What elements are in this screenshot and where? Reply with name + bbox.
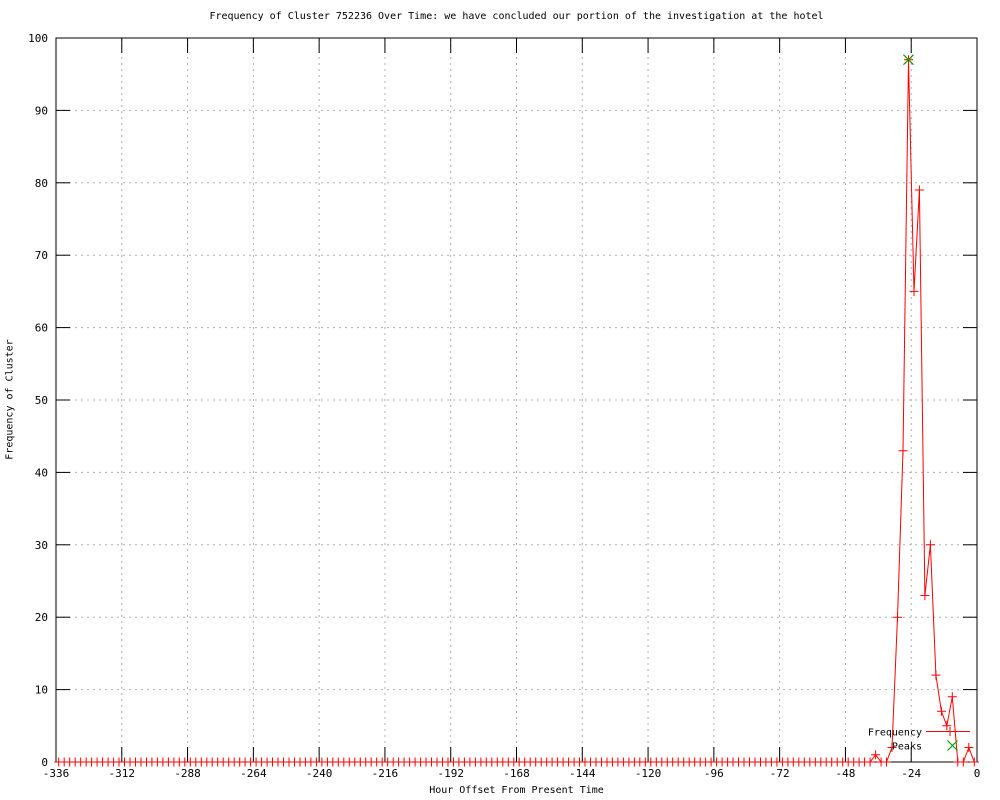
x-tick-label: -288: [174, 767, 201, 780]
x-tick-label: -24: [901, 767, 921, 780]
y-tick-label: 100: [28, 32, 48, 45]
x-tick-label: -264: [240, 767, 267, 780]
y-tick-label: 70: [35, 249, 48, 262]
x-tick-label: -240: [306, 767, 333, 780]
x-tick-label: -120: [635, 767, 662, 780]
frequency-series: [54, 55, 979, 767]
peaks-series: [903, 54, 914, 66]
y-tick-label: 50: [35, 394, 48, 407]
x-tick-label: -216: [372, 767, 399, 780]
x-tick-label: -48: [835, 767, 855, 780]
x-tick-label: -144: [569, 767, 596, 780]
legend: Frequency Peaks: [868, 727, 970, 753]
grid: [57, 39, 976, 761]
legend-label-frequency: Frequency: [868, 728, 922, 739]
y-tick-label: 0: [41, 756, 48, 769]
x-tick-labels: -336 -312 -288 -264 -240 -216 -192 -168 -144 -120…: [43, 767, 981, 780]
x-tick-label: -72: [770, 767, 790, 780]
peak-marker: [903, 54, 914, 66]
legend-sample-frequency-marker: [945, 727, 955, 736]
frequency-point-markers: [54, 55, 979, 767]
x-tick-label: -168: [503, 767, 530, 780]
x-tick-label: -312: [109, 767, 136, 780]
legend-sample-peaks-marker: [947, 740, 958, 751]
x-tick-label: -192: [437, 767, 464, 780]
chart-title: Frequency of Cluster 752236 Over Time: w…: [209, 11, 824, 22]
x-tick-label: -96: [704, 767, 724, 780]
x-axis-title: Hour Offset From Present Time: [429, 785, 604, 796]
y-tick-label: 60: [35, 322, 48, 335]
y-tick-label: 40: [35, 466, 48, 479]
y-tick-label: 10: [35, 684, 48, 697]
y-tick-labels: 0 10 20 30 40 50 60 70 80 90 100: [28, 32, 48, 769]
x-tick-label: -336: [43, 767, 70, 780]
y-tick-label: 30: [35, 539, 48, 552]
legend-label-peaks: Peaks: [892, 742, 922, 753]
y-tick-label: 80: [35, 177, 48, 190]
x-tick-label: 0: [974, 767, 981, 780]
y-tick-label: 20: [35, 611, 48, 624]
y-tick-label: 90: [35, 104, 48, 117]
